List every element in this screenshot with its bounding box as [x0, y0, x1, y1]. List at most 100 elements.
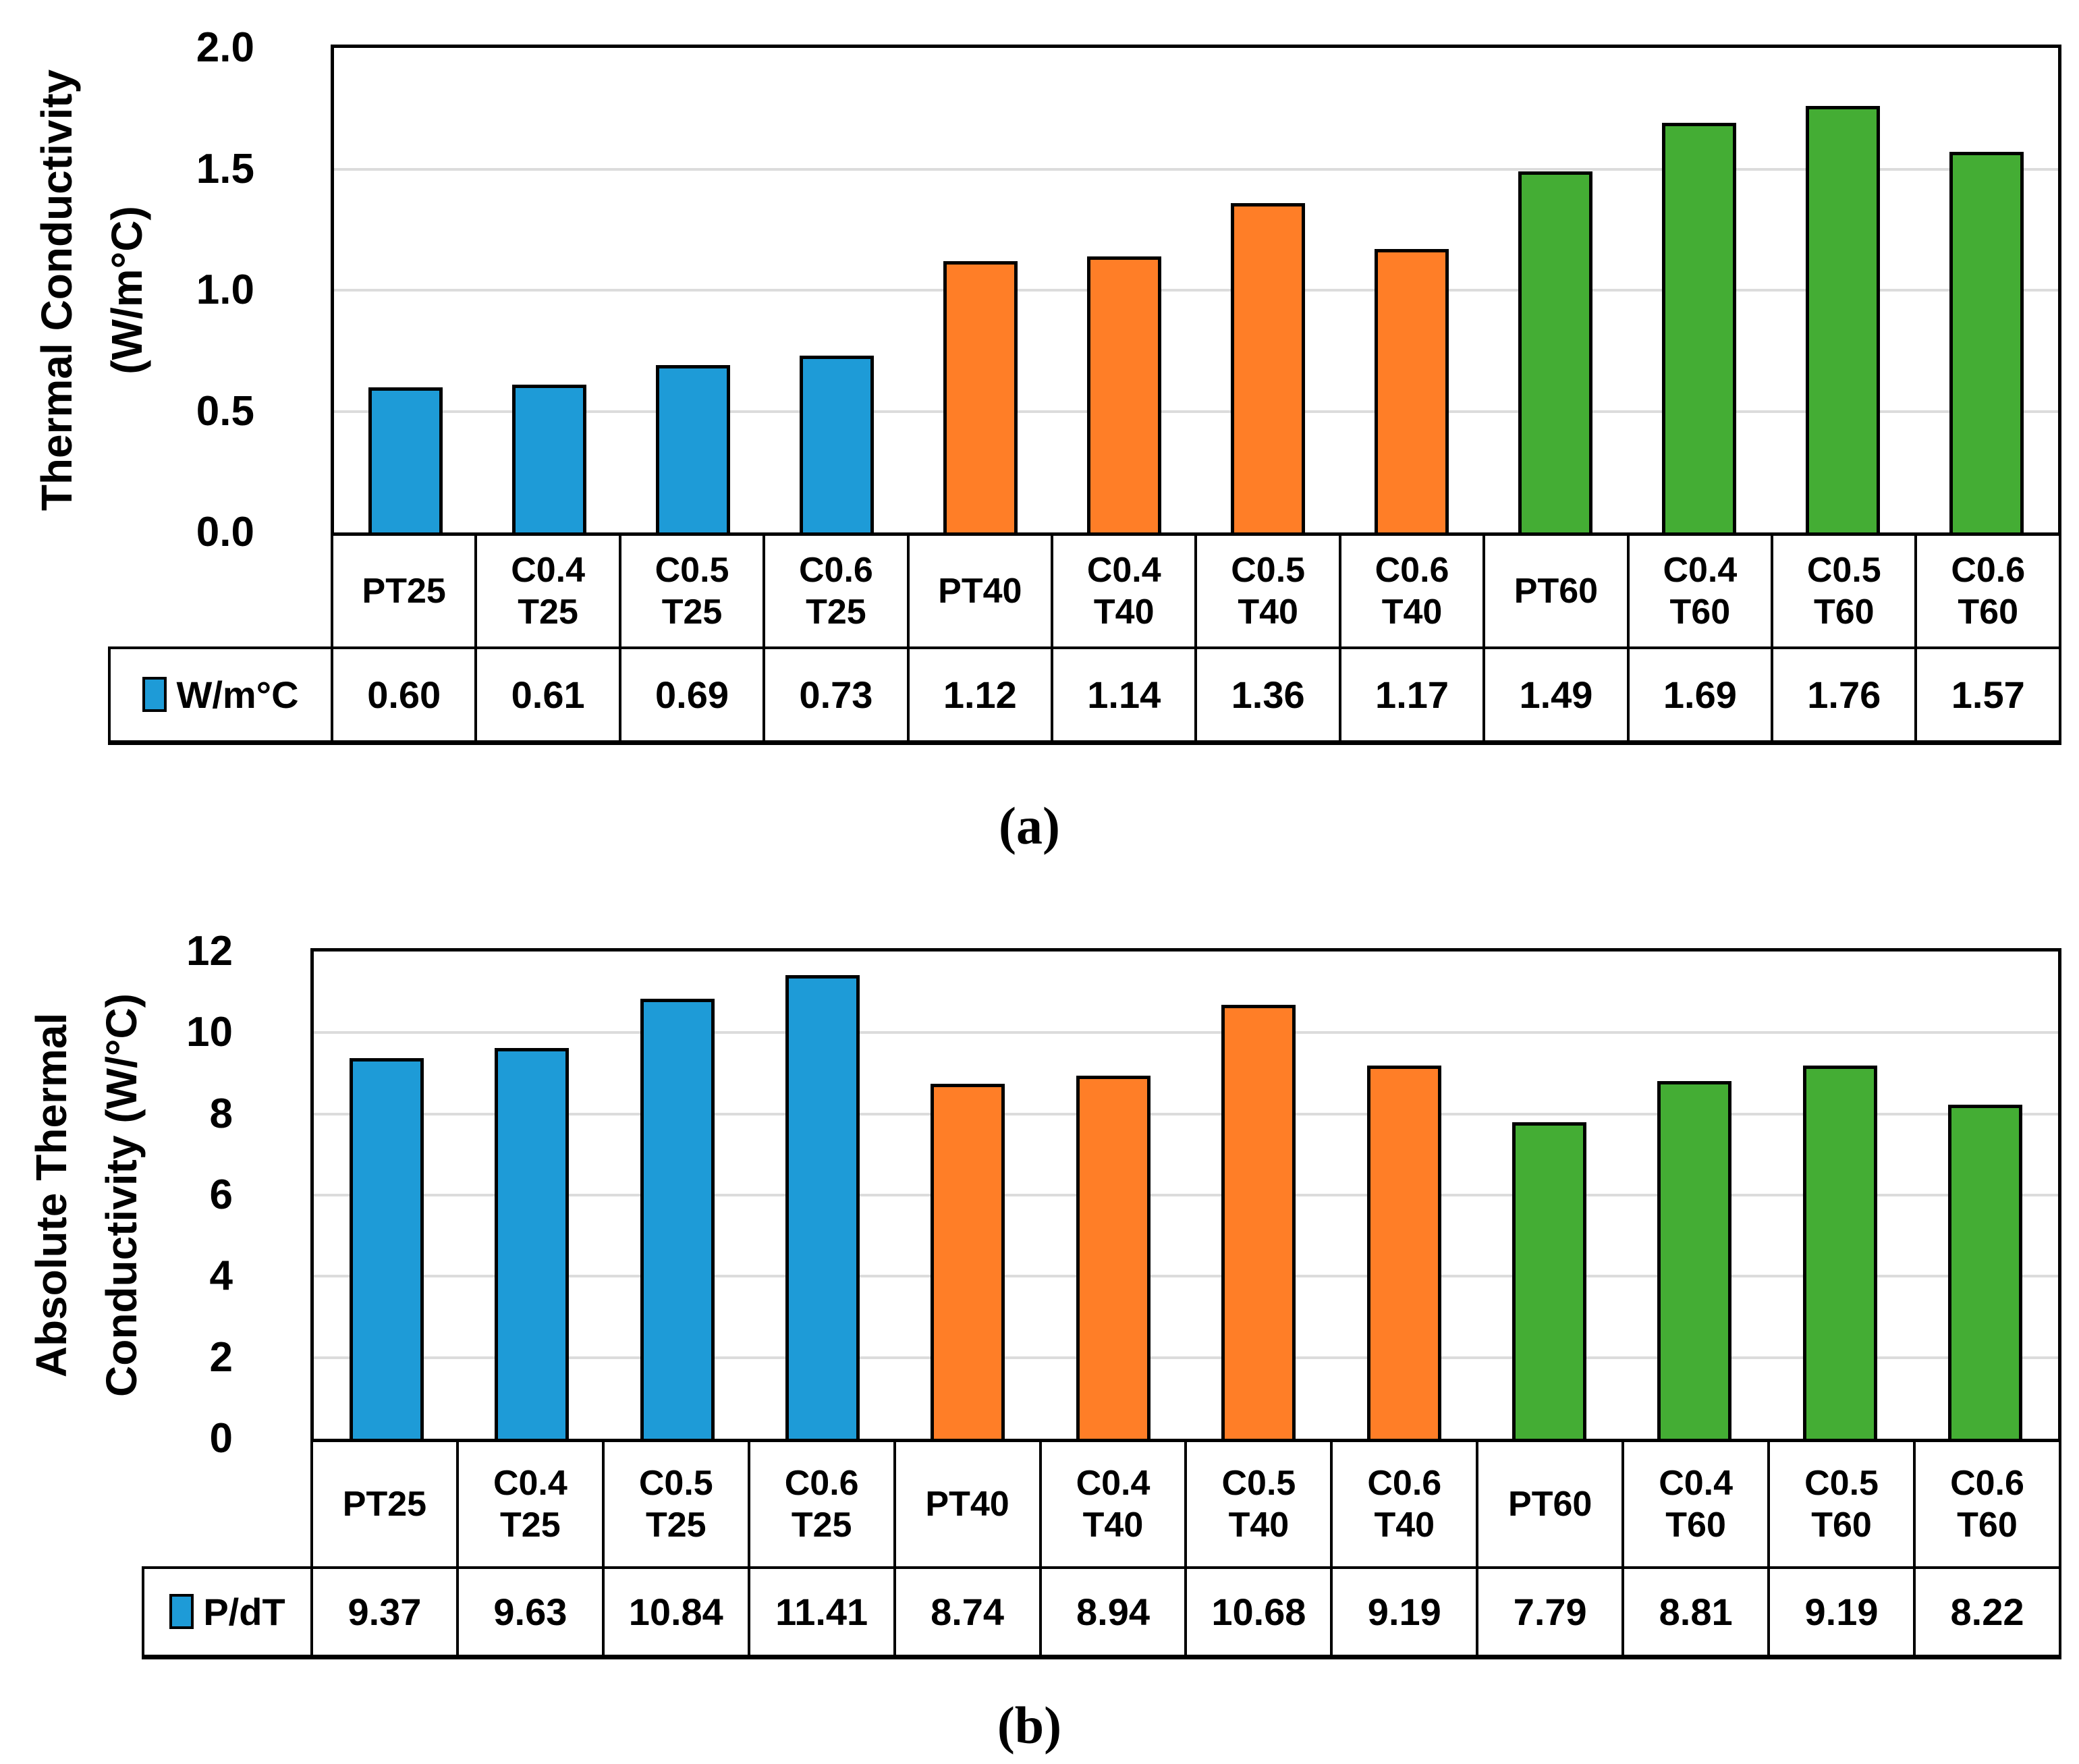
category-label: T40: [1228, 1506, 1290, 1545]
bar-c0-5-t60: [1805, 106, 1880, 532]
gridline: [314, 1031, 2058, 1035]
category-cell-c0-5-t40: C0.5 T40: [1184, 1442, 1333, 1569]
chart-caption: (a): [999, 796, 1060, 855]
category-label: T40: [1082, 1506, 1144, 1545]
category-label: C0.4: [493, 1464, 567, 1503]
value-cell-pt40: 8.74: [893, 1566, 1042, 1659]
bar-c0-6-t25: [800, 356, 875, 532]
value-cell-pt25: 0.60: [330, 646, 478, 745]
table-spacer: [143, 1442, 312, 1568]
bar-pt40: [931, 1084, 1005, 1439]
category-cell-c0-4-t40: C0.4 T40: [1038, 1442, 1188, 1569]
y-tick-label: 8: [209, 1090, 233, 1137]
category-cell-pt60: PT60: [1482, 536, 1630, 649]
category-cell-c0-6-t60: C0.6 T60: [1914, 536, 2061, 649]
category-cell-c0-4-t25: C0.4 T25: [455, 1442, 605, 1569]
y-tick-label: 1.5: [196, 145, 254, 192]
y-tick-label: 0.0: [196, 509, 254, 555]
category-label: C0.6: [1951, 551, 2026, 590]
category-label: T60: [1957, 1506, 2018, 1545]
bar-c0-6-t40: [1374, 249, 1449, 532]
value-cell-c0-6-t25: 11.41: [747, 1566, 896, 1659]
category-label: T40: [1238, 592, 1298, 632]
category-label: PT60: [1508, 1485, 1592, 1524]
blue-square-icon: [142, 677, 167, 713]
bar-pt40: [943, 261, 1018, 532]
category-label: C0.6: [784, 1464, 859, 1503]
y-tick-label: 6: [209, 1172, 233, 1218]
category-label: T25: [645, 1506, 706, 1545]
y-tick-label: 2: [209, 1333, 233, 1381]
y-tick-label: 12: [186, 928, 233, 974]
value-cell-c0-4-t60: 8.81: [1621, 1566, 1771, 1659]
category-label: C0.5: [1806, 551, 1881, 590]
bar-c0-5-t40: [1221, 1005, 1296, 1439]
value-cell-pt40: 1.12: [906, 646, 1054, 745]
category-label: C0.5: [1804, 1464, 1879, 1503]
bar-c0-4-t25: [512, 385, 587, 532]
value-cell-c0-6-t60: 8.22: [1912, 1566, 2062, 1659]
bar-c0-5-t25: [656, 365, 731, 532]
category-label: PT40: [925, 1485, 1009, 1524]
bar-pt60: [1512, 1122, 1587, 1439]
bar-c0-4-t60: [1657, 1081, 1732, 1439]
category-label: T25: [518, 592, 578, 632]
value-cell-c0-4-t40: 8.94: [1038, 1566, 1188, 1659]
value-cell-c0-6-t25: 0.73: [763, 646, 910, 745]
category-cell-c0-6-t60: C0.6 T60: [1912, 1442, 2062, 1569]
category-label: T60: [1669, 592, 1731, 632]
category-cell-c0-5-t60: C0.5 T60: [1767, 1442, 1916, 1569]
category-cell-c0-5-t25: C0.5 T25: [601, 1442, 750, 1569]
gridline: [314, 1356, 2058, 1359]
category-cell-c0-5-t25: C0.5 T25: [618, 536, 766, 649]
category-cell-pt60: PT60: [1476, 1442, 1625, 1569]
category-label: C0.5: [655, 551, 729, 590]
legend-cell: P/dT: [142, 1566, 313, 1659]
bar-c0-4-t40: [1076, 1076, 1151, 1439]
category-cell-c0-4-t25: C0.4 T25: [474, 536, 621, 649]
gridline: [334, 410, 2058, 413]
y-tick-label: 1.0: [196, 267, 254, 313]
category-label: C0.6: [1367, 1464, 1442, 1503]
category-label: PT25: [342, 1485, 427, 1524]
category-cell-pt40: PT40: [906, 536, 1054, 649]
value-cell-pt60: 1.49: [1482, 646, 1630, 745]
y-tick-label: 0: [209, 1415, 233, 1462]
y-tick-label: 2.0: [196, 24, 254, 71]
category-label: C0.5: [638, 1464, 713, 1503]
category-label: T60: [1813, 592, 1875, 632]
category-cell-c0-4-t60: C0.4 T60: [1626, 536, 1774, 649]
gridline: [334, 167, 2058, 171]
category-cell-c0-6-t25: C0.6 T25: [747, 1442, 896, 1569]
category-cell-c0-6-t25: C0.6 T25: [763, 536, 910, 649]
bar-c0-6-t60: [1948, 1105, 2023, 1439]
bar-c0-5-t40: [1230, 203, 1305, 532]
bar-c0-5-t25: [640, 999, 715, 1439]
category-label: C0.4: [1659, 1464, 1734, 1503]
category-label: PT40: [938, 572, 1022, 611]
category-label: T60: [1665, 1506, 1726, 1545]
value-cell-c0-5-t60: 9.19: [1767, 1566, 1916, 1659]
y-tick-label: 4: [209, 1252, 233, 1300]
category-label: T40: [1374, 1506, 1435, 1545]
category-label: T60: [1958, 592, 2019, 632]
chart-data-table: PT25 C0.4 T25 C0.5 T25 C0.6 T25 PT40 C0.4 T40 C0.5…: [108, 536, 2061, 745]
y-tick-label: 0.5: [196, 387, 254, 435]
category-label: C0.5: [1231, 551, 1306, 590]
category-cell-pt25: PT25: [310, 1442, 459, 1569]
category-label: T25: [806, 592, 866, 632]
value-cell-c0-5-t40: 1.36: [1194, 646, 1341, 745]
category-label: C0.4: [1663, 551, 1738, 590]
gridline: [314, 1194, 2058, 1196]
value-cell-c0-4-t25: 0.61: [474, 646, 621, 745]
category-label: C0.4: [1086, 551, 1161, 590]
value-cell-c0-4-t60: 1.69: [1626, 646, 1774, 745]
category-cell-c0-5-t40: C0.5 T40: [1194, 536, 1341, 649]
gridline: [314, 1275, 2058, 1278]
category-label: T40: [1093, 592, 1155, 632]
bar-c0-4-t60: [1661, 123, 1736, 532]
legend: P/dT: [146, 1590, 309, 1634]
value-cell-pt25: 9.37: [310, 1566, 459, 1659]
table-spacer: [109, 536, 332, 648]
blue-square-icon: [169, 1594, 194, 1630]
